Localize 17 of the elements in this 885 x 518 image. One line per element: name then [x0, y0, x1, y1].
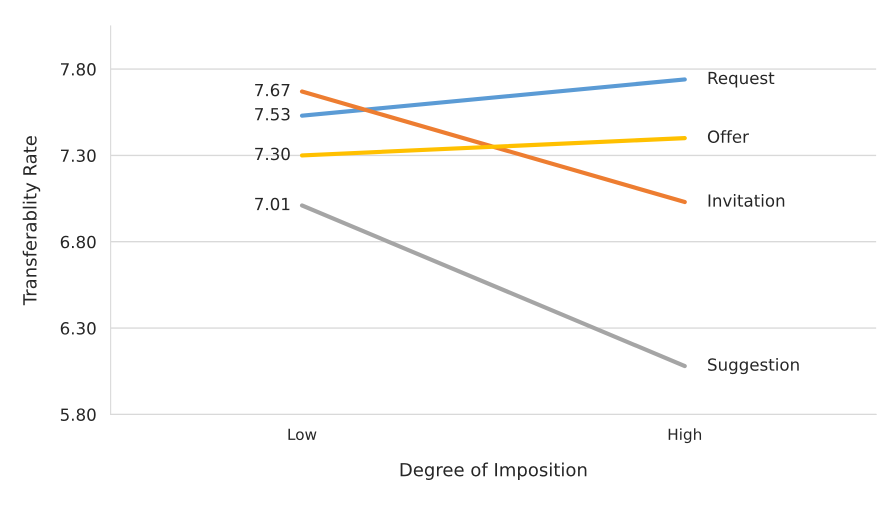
y-tick-label: 6.30: [60, 322, 96, 335]
series-label: Offer: [708, 130, 749, 143]
series-label: Invitation: [708, 194, 784, 207]
series-label: Suggestion: [708, 358, 799, 374]
y-axis-title: Transferablity Rate: [22, 136, 40, 306]
y-tick-label: 7.80: [60, 63, 96, 76]
y-tick-label: 5.80: [60, 408, 96, 421]
y-tick-label: 7.30: [60, 149, 96, 162]
data-label: 7.01: [255, 198, 290, 210]
x-axis-title: Degree of Imposition: [400, 462, 586, 480]
data-label: 7.30: [255, 148, 290, 160]
data-label: 7.67: [255, 84, 290, 96]
x-tick-label: High: [668, 428, 702, 444]
series-label: Request: [708, 72, 774, 88]
x-tick-label: Low: [288, 428, 316, 440]
data-label: 7.53: [255, 108, 290, 121]
y-tick-label: 6.80: [60, 236, 96, 248]
